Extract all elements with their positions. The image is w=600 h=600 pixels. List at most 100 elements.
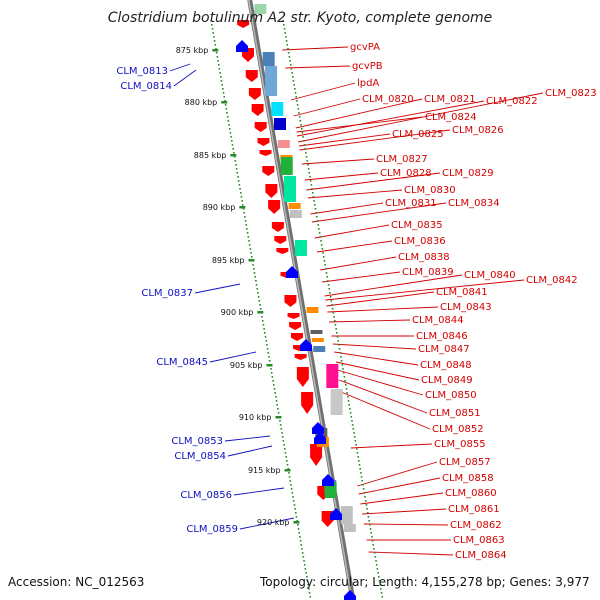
forward-gene-arrow [284, 295, 297, 307]
outer-scale-dot [366, 508, 368, 510]
inner-scale-dot [283, 444, 285, 446]
inner-scale-dot [286, 464, 289, 466]
forward-label-leader [329, 319, 411, 323]
forward-gene-arrow [248, 88, 261, 100]
inner-scale-dot [226, 116, 229, 118]
inner-scale-dot [283, 448, 286, 450]
forward-label-leader [297, 100, 485, 137]
outer-scale-dot [283, 28, 286, 30]
outer-scale-dot [291, 76, 294, 78]
forward-gene-arrow [237, 20, 250, 28]
feature-block [340, 506, 353, 524]
forward-label-leader [334, 351, 419, 366]
forward-gene-arrow [294, 354, 307, 360]
scale-tick-label: 910 kbp [239, 413, 272, 422]
scale-tick-label: 880 kbp [185, 98, 218, 107]
inner-scale-dot [240, 196, 243, 198]
outer-scale-dot [346, 392, 348, 394]
forward-label-leader [325, 279, 525, 301]
scale-tick-label: 890 kbp [203, 203, 236, 212]
inner-scale-dot [256, 288, 259, 290]
outer-scale-dot [368, 520, 370, 522]
forward-gene-arrow [254, 122, 267, 132]
inner-scale-dot [247, 236, 250, 238]
inner-scale-dot [262, 324, 265, 326]
outer-scale-dot [289, 64, 292, 66]
reverse-gene-arrow [344, 590, 356, 600]
feature-block [262, 52, 275, 66]
inner-scale-dot [308, 588, 310, 590]
feature-block [274, 118, 287, 130]
outer-scale-dot [353, 432, 355, 434]
inner-scale-dot [303, 560, 305, 562]
outer-scale-dot [289, 60, 291, 62]
outer-scale-dot [322, 256, 325, 258]
inner-scale-dot [298, 532, 301, 534]
outer-scale-dot [331, 304, 333, 306]
accession-text: Accession: NC_012563 [8, 575, 145, 589]
forward-label-leader [357, 461, 438, 487]
inner-scale-dot [273, 388, 276, 390]
reverse-gene-label: CLM_0856 [180, 490, 232, 501]
outer-scale-dot [294, 92, 297, 94]
outer-scale-dot [303, 144, 306, 146]
forward-gene-arrow [276, 248, 289, 254]
outer-scale-dot [319, 236, 322, 238]
scale-tick-mark [239, 206, 246, 209]
feature-block [271, 102, 284, 116]
outer-scale-dot [298, 112, 300, 114]
inner-scale-dot [270, 368, 272, 370]
forward-gene-arrow [301, 392, 314, 414]
feature-block [313, 346, 326, 352]
inner-scale-dot [288, 472, 290, 474]
forward-label-leader [290, 82, 356, 101]
outer-scale-dot [316, 220, 319, 222]
forward-label-leader [350, 443, 433, 449]
forward-gene-label: CLM_0835 [391, 220, 443, 231]
outer-scale-dot [364, 500, 367, 502]
outer-scale-dot [340, 360, 343, 362]
outer-scale-dot [327, 280, 329, 282]
inner-scale-dot [264, 336, 267, 338]
reverse-label-leader [233, 487, 285, 496]
forward-label-leader [298, 133, 391, 147]
outer-scale-dot [287, 52, 290, 54]
forward-gene-label: CLM_0829 [442, 168, 494, 179]
outer-scale-dot [379, 584, 381, 586]
forward-label-leader [362, 508, 447, 515]
forward-gene-label: CLM_0858 [442, 473, 494, 484]
inner-scale-dot [258, 300, 261, 302]
inner-scale-dot [307, 584, 309, 586]
scale-tick-label: 875 kbp [176, 46, 209, 55]
outer-scale-dot [285, 40, 288, 42]
inner-scale-dot [274, 392, 276, 394]
inner-scale-dot [291, 492, 294, 494]
inner-scale-dot [239, 188, 241, 190]
outer-scale-dot [333, 320, 336, 322]
outer-scale-dot [350, 416, 353, 418]
inner-scale-dot [282, 440, 285, 442]
inner-scale-dot [215, 52, 218, 54]
outer-scale-dot [347, 396, 349, 398]
reverse-gene-arrow [330, 508, 342, 520]
inner-scale-dot [248, 240, 250, 242]
outer-scale-dot [329, 292, 331, 294]
outer-scale-dot [332, 312, 335, 314]
forward-gene-label: gcvPA [350, 42, 380, 53]
feature-block [330, 389, 343, 415]
forward-gene-label: CLM_0863 [453, 535, 505, 546]
outer-scale-dot [344, 380, 346, 382]
inner-scale-dot [219, 72, 221, 74]
outer-scale-dot [371, 540, 374, 542]
inner-scale-dot [271, 376, 274, 378]
outer-scale-dot [290, 68, 293, 70]
forward-gene-arrow [245, 70, 258, 82]
outer-scale-dot [348, 404, 351, 406]
inner-scale-dot [223, 96, 226, 98]
forward-gene-label: CLM_0830 [404, 185, 456, 196]
inner-scale-dot [261, 320, 264, 322]
outer-scale-dot [365, 504, 368, 506]
inner-scale-dot [305, 576, 308, 578]
forward-gene-arrow [271, 222, 284, 232]
feature-block [254, 4, 267, 14]
